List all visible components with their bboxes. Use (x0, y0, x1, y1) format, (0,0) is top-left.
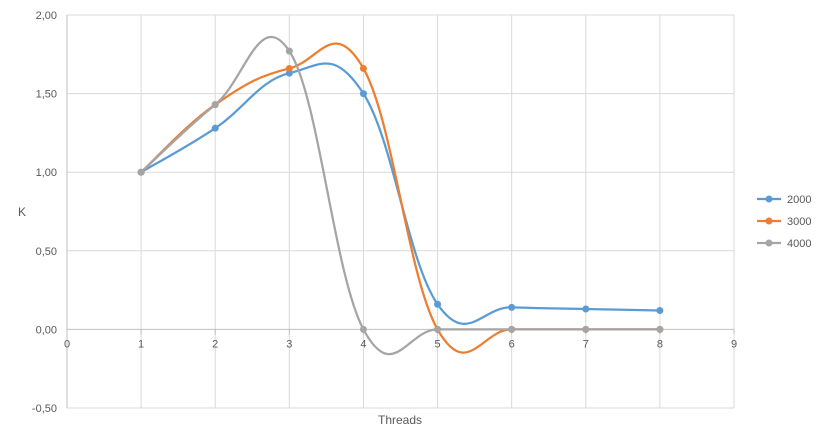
series-lines (140, 35, 660, 356)
y-tick-label: 1,50 (36, 89, 57, 101)
y-tick-label: 0,50 (36, 246, 57, 258)
x-tick-label: 3 (286, 338, 292, 350)
legend-swatch-marker (765, 195, 773, 203)
data-point-4000 (434, 325, 442, 333)
data-point-2000 (656, 307, 664, 315)
legend-swatch-marker (765, 239, 773, 247)
x-tick-label: 4 (360, 338, 366, 350)
legend: 2000 3000 4000 (757, 194, 811, 250)
x-tick-label: 9 (731, 338, 737, 350)
x-tick-labels: 0 1 2 3 4 5 6 7 8 9 (64, 338, 737, 350)
legend-label: 3000 (787, 216, 811, 228)
data-point-4000 (656, 325, 664, 333)
data-point-2000 (211, 124, 219, 132)
data-point-2000 (582, 305, 590, 313)
x-tick-label: 2 (212, 338, 218, 350)
legend-label: 4000 (787, 238, 811, 250)
y-tick-label: 2,00 (36, 10, 57, 22)
series-line-3000 (140, 42, 660, 354)
y-axis-title: K (18, 205, 26, 219)
x-tick-label: 0 (64, 338, 70, 350)
y-tick-labels: -0,50 0,00 0,50 1,00 1,50 2,00 (32, 10, 57, 415)
y-tick-label: -0,50 (32, 403, 57, 415)
data-point-4000 (508, 325, 516, 333)
legend-label: 2000 (787, 194, 811, 206)
gridlines (67, 14, 735, 409)
y-tick-label: 1,00 (36, 167, 57, 179)
x-tick-label: 1 (138, 338, 144, 350)
data-point-4000 (359, 325, 367, 333)
data-point-2000 (359, 90, 367, 98)
y-tick-label: 0,00 (36, 324, 57, 336)
data-point-3000 (285, 64, 293, 72)
series-points (137, 47, 664, 333)
data-point-4000 (211, 101, 219, 109)
data-point-2000 (434, 300, 442, 308)
data-point-4000 (582, 325, 590, 333)
data-point-3000 (359, 64, 367, 72)
x-axis-title: Threads (378, 413, 422, 427)
x-tick-label: 7 (583, 338, 589, 350)
legend-swatch-marker (765, 217, 773, 225)
x-tick-label: 6 (509, 338, 515, 350)
data-point-2000 (508, 303, 516, 311)
x-tick-label: 8 (657, 338, 663, 350)
data-point-4000 (285, 47, 293, 55)
x-tick-label: 5 (434, 338, 440, 350)
data-point-4000 (137, 168, 145, 176)
